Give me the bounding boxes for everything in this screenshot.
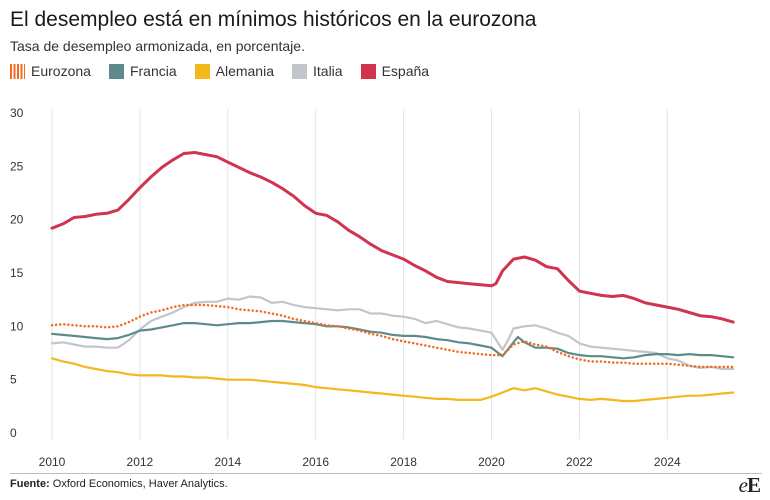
y-tick-label: 20	[10, 213, 24, 227]
legend-swatch	[360, 63, 376, 79]
legend-item-alemania: Alemania	[194, 63, 274, 79]
legend-swatch	[194, 63, 210, 79]
line-chart: 0 5 10 15 20 25 30 2010 2012 2014 2016 2018 2020 202…	[10, 106, 735, 469]
source-note: Fuente: Oxford Economics, Haver Analytic…	[10, 478, 228, 490]
logo-lettering: e	[738, 473, 748, 497]
chart-grid	[51, 109, 668, 439]
legend-label: Francia	[129, 63, 177, 79]
legend-label: España	[381, 63, 430, 79]
chart-series	[50, 151, 735, 403]
legend-item-francia: Francia	[108, 63, 177, 79]
y-axis-ticks: 0 5 10 15 20 25 30	[10, 106, 24, 440]
logo-lettering-capital: E	[746, 473, 761, 497]
x-tick-label: 2020	[478, 455, 505, 469]
y-tick-label: 0	[10, 426, 17, 440]
y-tick-label: 5	[10, 373, 17, 387]
legend-swatch	[108, 63, 124, 79]
source-text: Oxford Economics, Haver Analytics.	[49, 478, 228, 490]
x-tick-label: 2010	[39, 455, 66, 469]
y-tick-label: 10	[10, 319, 24, 333]
series-line-alemania	[50, 357, 735, 403]
y-tick-label: 25	[10, 159, 24, 173]
y-tick-label: 30	[10, 106, 24, 120]
publisher-logo: eE	[738, 473, 761, 498]
legend-label: Alemania	[215, 63, 274, 79]
y-tick-label: 15	[10, 266, 24, 280]
legend-swatch	[292, 63, 307, 79]
footer-divider	[10, 473, 762, 474]
x-axis-ticks: 2010 2012 2014 2016 2018 2020 2022 2024	[39, 455, 681, 469]
legend-item-eurozona: Eurozona	[10, 63, 91, 79]
x-tick-label: 2018	[390, 455, 417, 469]
x-tick-label: 2016	[302, 455, 329, 469]
series-line-españa	[50, 151, 735, 324]
series-line-italia	[50, 295, 735, 371]
chart-title: El desempleo está en mínimos históricos …	[10, 8, 537, 31]
chart-subtitle: Tasa de desempleo armonizada, en porcent…	[10, 38, 305, 54]
series-line-francia	[50, 319, 735, 360]
legend-label: Italia	[313, 63, 343, 79]
legend-item-italia: Italia	[292, 63, 343, 79]
legend-item-españa: España	[360, 63, 430, 79]
series-line-eurozona	[50, 303, 735, 369]
x-tick-label: 2014	[214, 455, 241, 469]
legend-swatch	[10, 63, 25, 79]
legend-label: Eurozona	[31, 63, 91, 79]
source-label: Fuente:	[10, 478, 50, 490]
x-tick-label: 2022	[566, 455, 593, 469]
chart-legend: Eurozona Francia Alemania Italia España	[10, 63, 447, 79]
x-tick-label: 2024	[654, 455, 681, 469]
x-tick-label: 2012	[127, 455, 154, 469]
